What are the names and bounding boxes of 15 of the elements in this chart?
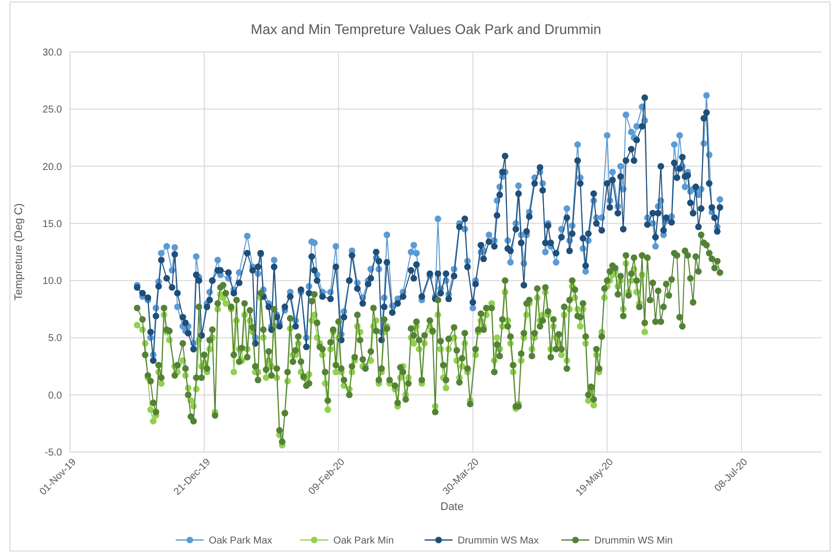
y-tick-label: 20.0 (42, 162, 62, 173)
y-tick-label: 10.0 (42, 276, 62, 288)
y-tick-label: -5.0 (44, 448, 62, 458)
legend-label: Oak Park Min (333, 536, 394, 546)
chart-title: Max and Min Tempreture Values Oak Park and Drummin (250, 21, 602, 37)
y-tick-label: 15.0 (42, 218, 62, 230)
y-tick-label: 25.0 (42, 104, 62, 116)
y-axis-title: Tempreture (Deg C) (13, 203, 25, 301)
y-tick-label: 30.0 (42, 48, 62, 58)
legend-label: Drummin WS Max (458, 536, 539, 546)
legend-label: Drummin WS Min (594, 536, 673, 546)
y-tick-label: 0.0 (48, 390, 62, 402)
x-axis-title: Date (440, 501, 464, 513)
legend-label: Oak Park Max (208, 536, 272, 546)
y-tick-label: 5.0 (48, 333, 62, 344)
